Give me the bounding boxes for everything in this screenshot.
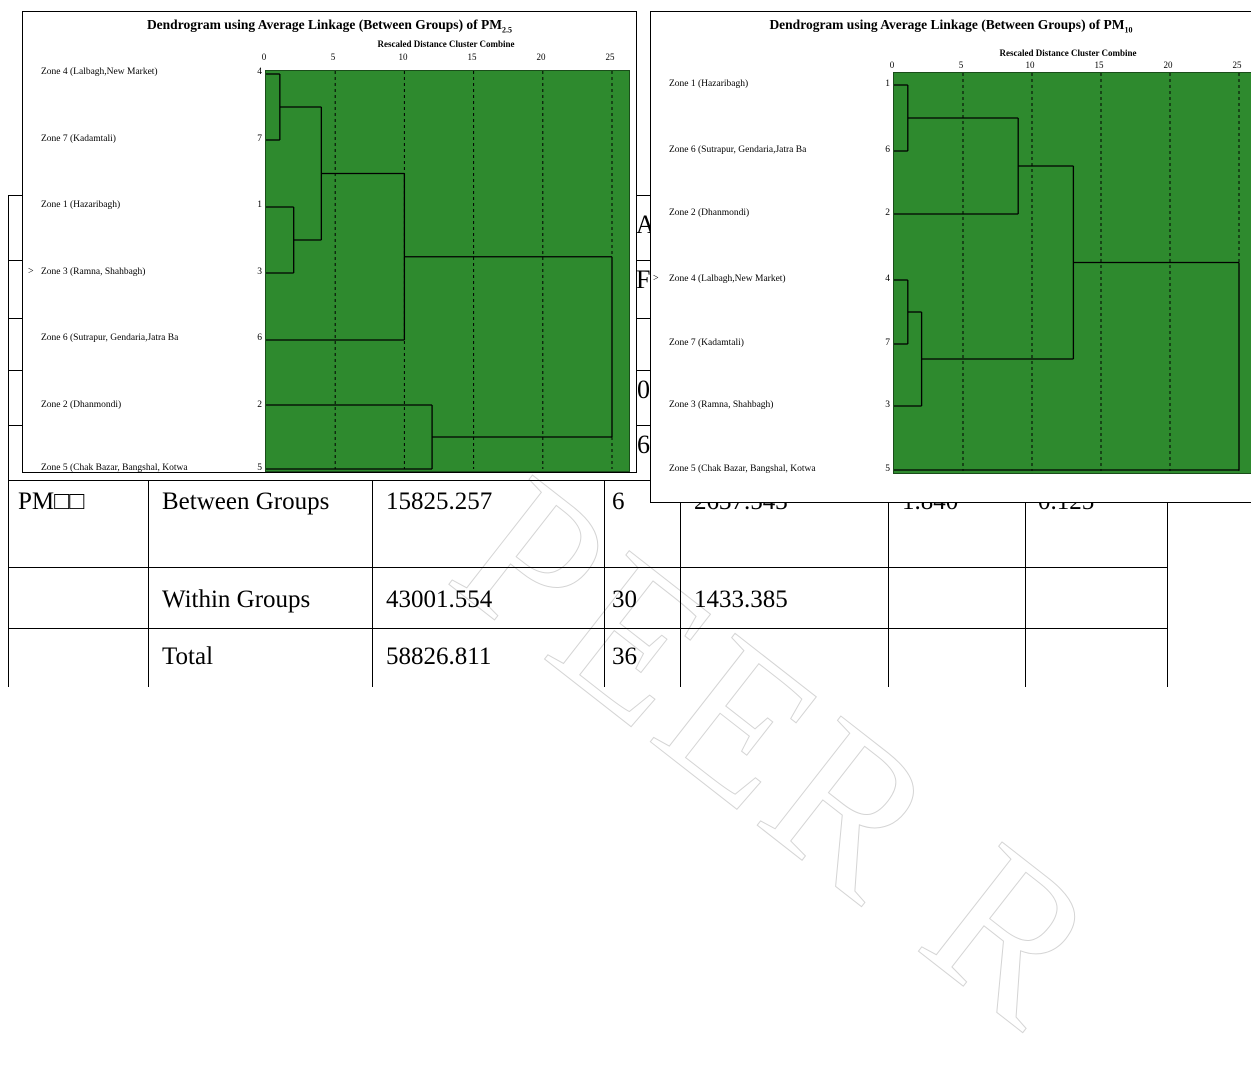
case-label: Zone 7 (Kadamtali) [669, 338, 744, 348]
table-fragment: 0 [637, 375, 650, 404]
tick-label: 15 [467, 52, 477, 62]
tick-label: 0 [889, 60, 895, 70]
variable-cell: PM□□ [18, 488, 85, 515]
df-cell: 36 [612, 643, 637, 670]
sum-sq-cell: 58826.811 [386, 643, 492, 670]
tick-label: 5 [958, 60, 964, 70]
df-cell: 30 [612, 586, 637, 613]
case-number: 2 [885, 208, 890, 218]
case-number: 2 [257, 400, 262, 410]
case-label: Zone 6 (Sutrapur, Gendaria,Jatra Ba [41, 333, 179, 343]
axis-title: Rescaled Distance Cluster Combine [377, 39, 515, 49]
dendrogram-title: Dendrogram using Average Linkage (Betwee… [146, 17, 513, 35]
case-number: 7 [885, 338, 890, 348]
source-cell: Within Groups [162, 586, 311, 613]
table-rule [680, 480, 681, 687]
case-label: Zone 1 (Hazaribagh) [669, 79, 749, 89]
case-number: 7 [257, 134, 262, 144]
case-label: Zone 5 (Chak Bazar, Bangshal, Kotwa [669, 464, 816, 474]
table-rule [8, 480, 1168, 481]
table-rule [8, 567, 1168, 568]
case-label: Zone 3 (Ramna, Shahbagh) [669, 400, 774, 410]
tick-label: 25 [1232, 60, 1242, 70]
source-cell: Total [162, 643, 214, 670]
table-fragment: F [636, 265, 651, 294]
table-rule [8, 628, 1168, 629]
case-number: 1 [257, 200, 262, 210]
watermark: PEER R [414, 433, 1143, 1074]
case-number: 5 [257, 463, 262, 473]
tick-label: 20 [536, 52, 546, 62]
tick-label: 0 [261, 52, 267, 62]
case-number: 1 [885, 79, 890, 89]
table-fragment: 6 [637, 430, 650, 459]
axis-title: Rescaled Distance Cluster Combine [999, 48, 1137, 58]
tick-label: 10 [398, 52, 408, 62]
dendrogram-pm10-panel: Dendrogram using Average Linkage (Betwee… [650, 11, 1251, 503]
source-cell: Between Groups [162, 488, 330, 515]
selection-marker: > [28, 266, 34, 277]
tick-label: 20 [1163, 60, 1173, 70]
tick-label: 5 [330, 52, 336, 62]
sum-sq-cell: 15825.257 [386, 488, 493, 515]
case-label: Zone 4 (Lalbagh,New Market) [669, 274, 786, 284]
dendrogram-tree [266, 71, 613, 470]
case-label: Zone 2 (Dhanmondi) [669, 208, 750, 218]
case-number: 5 [885, 464, 890, 474]
case-label: Zone 1 (Hazaribagh) [41, 200, 121, 210]
case-label: Zone 6 (Sutrapur, Gendaria,Jatra Ba [669, 145, 807, 155]
dendrogram-pm25-panel: Dendrogram using Average Linkage (Betwee… [22, 11, 637, 473]
dendrogram-title: Dendrogram using Average Linkage (Betwee… [769, 17, 1133, 35]
tick-label: 25 [605, 52, 615, 62]
plot-area [893, 72, 1251, 474]
case-number: 3 [257, 267, 262, 277]
table-rule [888, 480, 889, 687]
sum-sq-cell: 43001.554 [386, 586, 493, 613]
table-rule [8, 195, 9, 687]
table-rule [372, 480, 373, 687]
case-number: 4 [885, 274, 890, 284]
case-number: 6 [885, 145, 890, 155]
plot-area [265, 70, 630, 472]
case-label: Zone 3 (Ramna, Shahbagh) [41, 267, 146, 277]
tick-label: 15 [1094, 60, 1104, 70]
case-label: Zone 2 (Dhanmondi) [41, 400, 122, 410]
case-label: Zone 7 (Kadamtali) [41, 134, 116, 144]
table-rule [148, 480, 149, 687]
df-cell: 6 [612, 488, 625, 515]
table-rule [604, 480, 605, 687]
table-rule [1025, 480, 1026, 687]
table-rule [1167, 480, 1168, 687]
case-label: Zone 5 (Chak Bazar, Bangshal, Kotwa [41, 463, 188, 473]
case-label: Zone 4 (Lalbagh,New Market) [41, 67, 158, 77]
case-number: 3 [885, 400, 890, 410]
selection-marker: > [653, 273, 659, 284]
tick-label: 10 [1025, 60, 1035, 70]
mean-sq-cell: 1433.385 [694, 586, 788, 613]
dendrogram-tree [894, 73, 1240, 471]
case-number: 6 [257, 333, 262, 343]
case-number: 4 [257, 67, 262, 77]
